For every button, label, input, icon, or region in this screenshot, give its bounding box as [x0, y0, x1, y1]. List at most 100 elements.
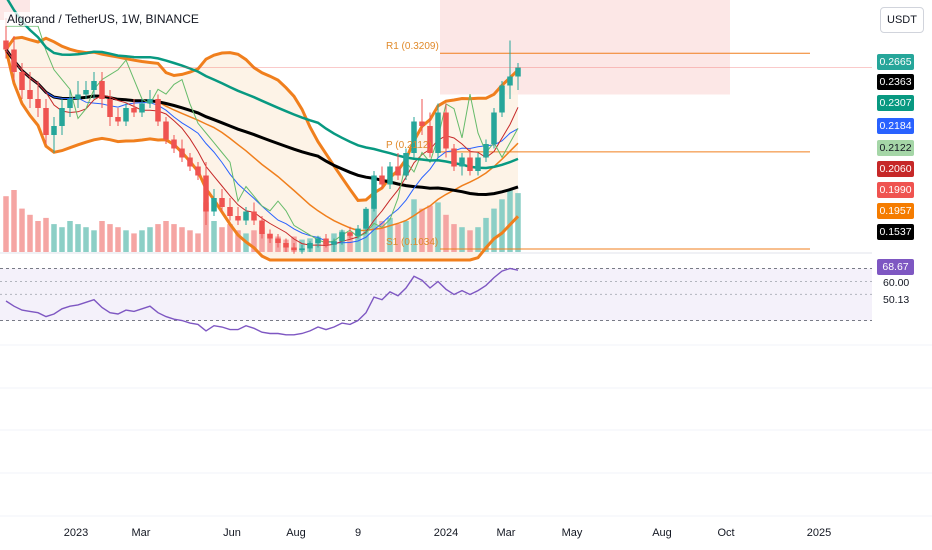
volume-bar — [251, 230, 257, 252]
candle-body — [347, 232, 353, 236]
volume-bar — [451, 224, 457, 252]
ema-trend-line — [6, 0, 519, 170]
candle-body — [163, 121, 169, 140]
candle-body — [235, 216, 241, 221]
time-axis-tick: Aug — [652, 527, 672, 539]
volume-bar — [139, 230, 145, 252]
time-axis-tick: 2025 — [806, 527, 832, 539]
candle-body — [395, 166, 401, 176]
candle-body — [243, 211, 249, 221]
candle-body — [227, 207, 233, 216]
volume-bar — [187, 230, 193, 252]
candle-body — [275, 238, 281, 243]
volume-bar — [51, 224, 57, 252]
title-separator: , — [114, 12, 122, 26]
price-tag: 0.2060 — [877, 161, 914, 177]
volume-bar — [35, 221, 41, 252]
candle-body — [467, 157, 473, 171]
candle-body — [107, 99, 113, 117]
volume-bar — [483, 217, 489, 252]
volume-bar — [227, 224, 233, 252]
candle-body — [307, 243, 313, 249]
interval-label: 1W — [121, 12, 139, 26]
price-tag: 0.2363 — [877, 74, 914, 90]
candle-body — [115, 117, 121, 122]
candle-body — [451, 148, 457, 167]
candle-body — [475, 157, 481, 171]
candle-body — [251, 211, 257, 221]
candle-body — [291, 247, 297, 251]
volume-bar — [67, 221, 73, 252]
candle-body — [427, 126, 433, 153]
candle-body — [507, 76, 513, 86]
volume-bar — [259, 227, 265, 252]
candle-body — [363, 208, 369, 229]
volume-bar — [387, 217, 393, 252]
volume-bar — [403, 221, 409, 252]
time-axis-tick: 9 — [354, 527, 362, 539]
candle-body — [419, 121, 425, 126]
candle-body — [195, 166, 201, 176]
candle-body — [387, 166, 393, 185]
candle-body — [499, 85, 505, 113]
candle-body — [3, 40, 9, 50]
volume-bar — [171, 224, 177, 252]
candle-body — [339, 232, 345, 242]
candle-body — [515, 67, 521, 77]
candle-body — [99, 81, 105, 99]
volume-bar — [91, 230, 97, 252]
volume-bar — [99, 221, 105, 252]
volume-bar — [163, 221, 169, 252]
symbol-title[interactable]: Algorand / TetherUS, 1W, BINANCE — [4, 12, 202, 26]
candle-body — [35, 99, 41, 108]
candle-body — [11, 49, 17, 72]
volume-bar — [11, 190, 17, 252]
candle-body — [211, 198, 217, 212]
volume-bar — [19, 208, 25, 252]
candle-body — [203, 175, 209, 212]
candle-body — [411, 121, 417, 153]
rsi-lower-level-label: 50.13 — [883, 294, 910, 306]
candle-body — [59, 108, 65, 126]
candle-body — [91, 81, 97, 90]
symbol-name: Algorand / TetherUS — [7, 12, 115, 26]
candle-body — [155, 99, 161, 122]
volume-bar — [419, 208, 425, 252]
volume-bar — [107, 224, 113, 252]
currency-button[interactable]: USDT — [880, 7, 924, 33]
candle-body — [147, 99, 153, 104]
rsi-upper-level-label: 60.00 — [883, 277, 910, 289]
candle-body — [27, 90, 33, 99]
cloud-area — [440, 0, 730, 95]
pivot-label-r1: R1 (0.3209) — [386, 41, 439, 53]
rsi-current-tag: 68.67 — [877, 259, 914, 275]
volume-bar — [211, 221, 217, 252]
volume-bar — [363, 221, 369, 252]
volume-bar — [515, 193, 521, 252]
price-tag: 0.1537 — [877, 224, 914, 240]
time-axis-tick: Mar — [496, 527, 516, 539]
price-tag: 0.2122 — [877, 140, 914, 156]
volume-bar — [147, 227, 153, 252]
time-axis-tick: May — [561, 527, 583, 539]
candle-body — [379, 175, 385, 185]
volume-bar — [59, 227, 65, 252]
pivot-label-p: P (0.2112) — [386, 139, 432, 151]
candle-body — [139, 103, 145, 113]
candle-body — [483, 144, 489, 158]
candle-body — [19, 72, 25, 90]
candle-body — [283, 243, 289, 248]
volume-bar — [427, 205, 433, 252]
exchange-label: BINANCE — [145, 12, 199, 26]
price-tag: 0.1990 — [877, 182, 914, 198]
bollinger-lower-line — [4, 49, 520, 262]
volume-bar — [219, 227, 225, 252]
candle-body — [67, 99, 73, 108]
volume-bar — [379, 221, 385, 252]
candle-body — [443, 112, 449, 149]
volume-bar — [131, 233, 137, 252]
price-tag: 0.1957 — [877, 203, 914, 219]
volume-bar — [499, 199, 505, 252]
time-axis-tick: Jun — [223, 527, 241, 539]
